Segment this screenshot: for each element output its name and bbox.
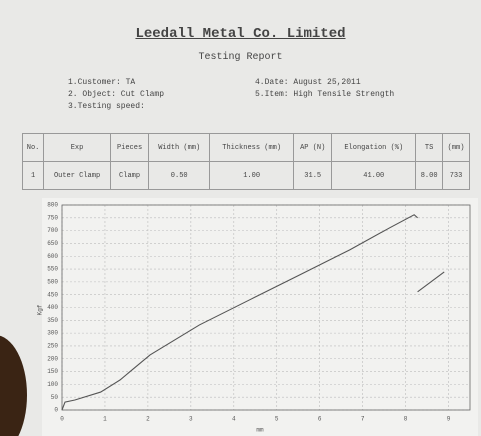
page: Leedall Metal Co. Limited Testing Report…: [0, 0, 481, 436]
y-tick-label: 0: [54, 407, 58, 414]
x-tick-label: 6: [318, 416, 322, 423]
y-tick-label: 50: [51, 394, 59, 401]
x-tick-label: 7: [361, 416, 365, 423]
y-tick-label: 400: [47, 304, 58, 311]
x-tick-label: 1: [103, 416, 107, 423]
background-object: [0, 335, 27, 436]
x-tick-label: 0: [60, 416, 64, 423]
chart: mm Kgf 050100150200250300350400450500550…: [0, 0, 481, 436]
x-tick-label: 8: [404, 416, 408, 423]
y-tick-label: 100: [47, 381, 58, 388]
y-tick-label: 750: [47, 214, 58, 221]
y-tick-label: 250: [47, 343, 58, 350]
y-tick-label: 450: [47, 291, 58, 298]
x-tick-label: 5: [275, 416, 279, 423]
x-axis-label: mm: [256, 427, 264, 434]
y-tick-label: 350: [47, 317, 58, 324]
x-tick-label: 4: [232, 416, 236, 423]
y-tick-label: 650: [47, 240, 58, 247]
y-tick-label: 550: [47, 266, 58, 273]
y-axis-label: Kgf: [37, 304, 44, 315]
y-tick-label: 600: [47, 253, 58, 260]
y-tick-label: 300: [47, 330, 58, 337]
chart-background: [42, 198, 478, 436]
y-tick-label: 200: [47, 355, 58, 362]
x-tick-label: 3: [189, 416, 193, 423]
x-tick-label: 9: [447, 416, 451, 423]
y-tick-label: 800: [47, 202, 58, 209]
x-tick-label: 2: [146, 416, 150, 423]
y-tick-label: 150: [47, 368, 58, 375]
y-tick-label: 700: [47, 227, 58, 234]
y-tick-label: 500: [47, 278, 58, 285]
